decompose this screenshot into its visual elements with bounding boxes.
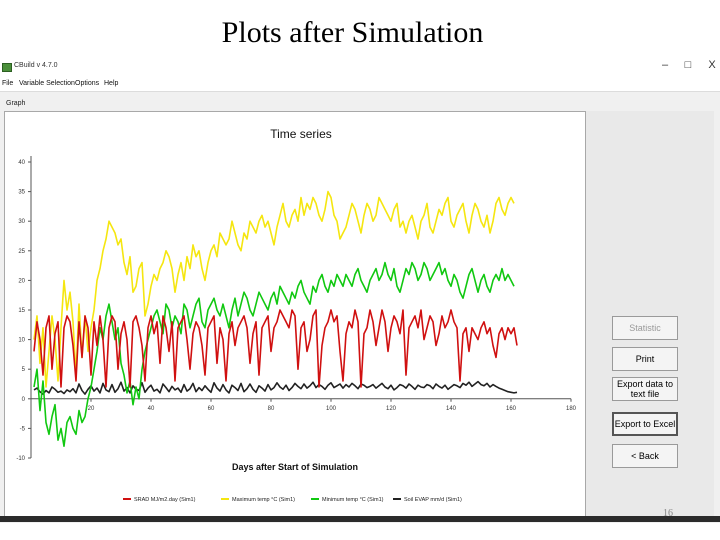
- legend-label: SRAD MJ/m2.day (Sim1): [134, 497, 196, 503]
- y-tick-label: 25: [18, 249, 25, 255]
- legend-label: Maximum temp °C (Sim1): [232, 497, 295, 503]
- app-icon: [2, 63, 12, 72]
- graph-panel: Time series -10 -5 0 5 10 15 20 25 30 35 40 20 40 60 80…: [4, 111, 586, 517]
- y-tick-label: 30: [18, 219, 25, 225]
- y-tick-label: 0: [22, 397, 26, 403]
- y-tick-label: 20: [18, 278, 25, 284]
- series-line-1: [33, 190, 515, 388]
- chart-title: Time series: [270, 127, 332, 141]
- y-tick-label: 10: [18, 338, 25, 344]
- series-line-2: [33, 261, 515, 448]
- series-line-0: [33, 309, 518, 388]
- series-line-3: [33, 380, 518, 395]
- back-button[interactable]: < Back: [612, 444, 678, 468]
- statistic-button[interactable]: Statistic: [612, 316, 678, 340]
- export-text-button[interactable]: Export data to text file: [612, 377, 678, 401]
- menu-options[interactable]: Options: [75, 80, 100, 87]
- menu-bar: File Variable Selection Options Help: [0, 77, 720, 92]
- y-tick-label: -5: [20, 426, 26, 432]
- close-button[interactable]: X: [708, 59, 716, 71]
- window-titlebar: CBuild v 4.7.0 – □ X: [0, 57, 720, 77]
- print-button[interactable]: Print: [612, 347, 678, 371]
- menu-file[interactable]: File: [2, 80, 14, 87]
- maximize-button[interactable]: □: [684, 59, 692, 71]
- time-series-chart: Time series -10 -5 0 5 10 15 20 25 30 35 40 20 40 60 80…: [16, 127, 577, 503]
- window-title: CBuild v 4.7.0: [14, 62, 58, 69]
- legend-label: Soil EVAP mm/d (Sim1): [404, 497, 462, 503]
- x-tick-label: 20: [88, 406, 95, 412]
- export-excel-button[interactable]: Export to Excel: [612, 412, 678, 436]
- graph-tab-label: Graph: [6, 100, 26, 107]
- y-tick-label: 15: [18, 308, 25, 314]
- x-tick-label: 160: [506, 406, 517, 412]
- x-tick-label: 60: [208, 406, 215, 412]
- y-tick-label: 40: [18, 160, 25, 166]
- x-tick-label: 180: [566, 406, 577, 412]
- x-tick-label: 120: [386, 406, 397, 412]
- x-tick-label: 140: [446, 406, 457, 412]
- y-tick-label: 5: [22, 367, 26, 373]
- side-panel: Statistic Print Export data to text file…: [586, 111, 714, 517]
- y-tick-label: 35: [18, 190, 25, 196]
- x-tick-label: 40: [148, 406, 155, 412]
- menu-variable-selection[interactable]: Variable Selection: [19, 80, 75, 87]
- minimize-button[interactable]: –: [661, 59, 669, 71]
- menu-help[interactable]: Help: [104, 80, 119, 87]
- page-number: 16: [663, 508, 673, 519]
- app-window: CBuild v 4.7.0 – □ X File Variable Selec…: [0, 57, 720, 523]
- x-tick-label: 80: [268, 406, 275, 412]
- slide-title: Plots after Simulation: [221, 16, 484, 49]
- x-axis-label: Days after Start of Simulation: [232, 462, 358, 472]
- legend-label: Minimum temp °C (Sim1): [322, 497, 384, 503]
- taskbar: [0, 516, 720, 522]
- x-tick-label: 100: [326, 406, 337, 412]
- y-tick-label: -10: [16, 456, 25, 462]
